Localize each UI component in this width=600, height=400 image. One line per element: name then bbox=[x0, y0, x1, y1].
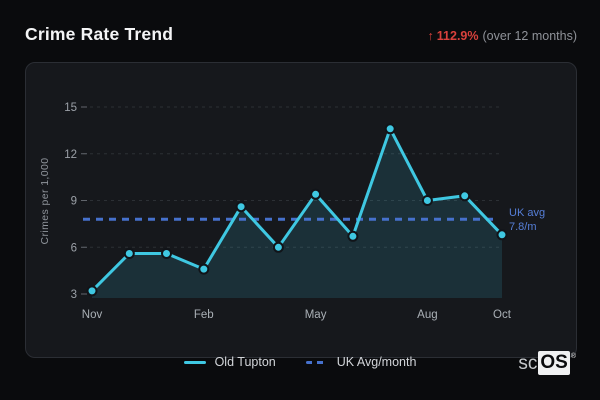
brand-logo: sc OS ® bbox=[518, 351, 576, 377]
y-tick-label: 6 bbox=[71, 242, 77, 254]
data-point bbox=[310, 188, 322, 200]
x-tick-label: Aug bbox=[417, 309, 437, 321]
y-tick-label: 9 bbox=[71, 196, 77, 208]
uk-avg-label: UK avg bbox=[509, 207, 545, 219]
y-tick-label: 3 bbox=[71, 289, 77, 301]
uk-avg-value: 7.8/m bbox=[509, 221, 537, 233]
brand-box: OS bbox=[538, 351, 570, 375]
legend-item-old-tupton[interactable]: Old Tupton bbox=[183, 355, 276, 369]
data-point bbox=[272, 241, 284, 253]
series-area-fill bbox=[92, 128, 502, 298]
x-tick-label: Nov bbox=[82, 309, 103, 321]
data-point bbox=[123, 248, 135, 259]
legend-swatch-dashed-line bbox=[305, 360, 328, 364]
y-tick-label: 15 bbox=[64, 102, 77, 114]
data-point bbox=[86, 285, 98, 297]
data-point bbox=[459, 190, 471, 202]
chart-legend: Old Tupton UK Avg/month bbox=[0, 355, 600, 369]
data-point bbox=[235, 201, 247, 213]
page-title: Crime Rate Trend bbox=[25, 24, 174, 44]
legend-label: Old Tupton bbox=[214, 355, 276, 369]
header: Crime Rate Trend ↑ 112.9% (over 12 months) bbox=[25, 24, 577, 45]
data-point bbox=[161, 248, 172, 259]
legend-swatch-solid-line bbox=[183, 360, 206, 364]
change-period: (over 12 months) bbox=[482, 29, 577, 43]
legend-label: UK Avg/month bbox=[336, 355, 417, 369]
change-value: 112.9% bbox=[436, 29, 479, 43]
x-tick-label: Oct bbox=[493, 309, 512, 321]
registered-trademark-icon: ® bbox=[570, 353, 576, 360]
series-line-old-tupton bbox=[90, 127, 504, 293]
change-badge: ↑ 112.9% (over 12 months) bbox=[428, 29, 577, 43]
y-axis-title: Crimes per 1,000 bbox=[39, 158, 51, 245]
data-point bbox=[384, 123, 396, 135]
chart-panel: 3 6 9 12 15 Crimes per 1,000 UK avg 7.8/m Nov Feb… bbox=[25, 62, 577, 358]
data-point bbox=[496, 229, 508, 241]
x-tick-label: Feb bbox=[194, 309, 214, 321]
data-point bbox=[347, 230, 359, 242]
x-tick-label: May bbox=[305, 309, 327, 321]
data-point bbox=[421, 195, 433, 206]
y-tick-label: 12 bbox=[64, 149, 77, 161]
chart-svg: 3 6 9 12 15 Crimes per 1,000 UK avg 7.8/m Nov Feb… bbox=[39, 102, 545, 321]
legend-item-uk-avg[interactable]: UK Avg/month bbox=[305, 355, 417, 369]
brand-prefix: sc bbox=[518, 353, 538, 374]
data-point bbox=[198, 263, 210, 275]
up-arrow-icon: ↑ bbox=[427, 29, 434, 43]
